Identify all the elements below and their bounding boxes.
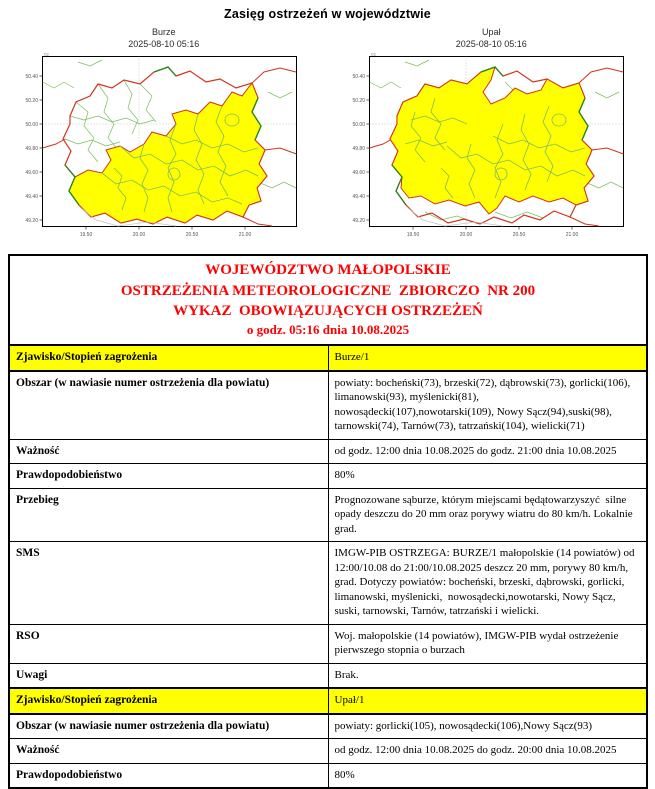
- map-figure-upal: Upał 2025-08-10 05:16 Cz: [328, 27, 655, 244]
- page-title: Zasięg ostrzeżeń w województwie: [0, 7, 655, 21]
- table-row: Prawdopodobieństwo 80%: [9, 763, 647, 788]
- row-value: od godz. 12:00 dnia 10.08.2025 do godz. …: [328, 439, 647, 464]
- table-header-row: WOJEWÓDZTWO MAŁOPOLSKIE OSTRZEŻENIA METE…: [9, 255, 647, 345]
- row-label: Zjawisko/Stopień zagrożenia: [9, 688, 328, 714]
- table-row: Obszar (w nawiasie numer ostrzeżenia dla…: [9, 371, 647, 440]
- table-row: Przebieg Prognozowane sąburze, którym mi…: [9, 488, 647, 542]
- table-row: RSO Woj. małopolskie (14 powiatów), IMGW…: [9, 624, 647, 663]
- row-value: od godz. 12:00 dnia 10.08.2025 do godz. …: [328, 739, 647, 764]
- map-burze-svg: Cz: [18, 52, 310, 244]
- svg-text:49.20: 49.20: [353, 218, 366, 224]
- table-row: Zjawisko/Stopień zagrożenia Burze/1: [9, 345, 647, 371]
- table-row: Prawdopodobieństwo 80%: [9, 464, 647, 489]
- svg-text:49.60: 49.60: [353, 170, 366, 176]
- map-caption-burze: Burze 2025-08-10 05:16: [128, 27, 199, 50]
- map-timestamp: 2025-08-10 05:16: [456, 39, 527, 51]
- map-timestamp: 2025-08-10 05:16: [128, 39, 199, 51]
- map-corner-label: Cz: [371, 52, 376, 57]
- row-label: Przebieg: [9, 488, 328, 542]
- svg-text:49.60: 49.60: [25, 170, 38, 176]
- row-value: 80%: [328, 464, 647, 489]
- svg-text:20.50: 20.50: [185, 232, 198, 238]
- table-row: Ważność od godz. 12:00 dnia 10.08.2025 d…: [9, 439, 647, 464]
- header-line-bulletin: OSTRZEŻENIA METEOROLOGICZNE ZBIORCZO NR …: [16, 281, 640, 301]
- header-line-list: WYKAZ OBOWIĄZUJĄCYCH OSTRZEŻEŃ: [16, 301, 640, 321]
- svg-text:21.00: 21.00: [566, 232, 579, 238]
- row-value: Woj. małopolskie (14 powiatów), IMGW-PIB…: [328, 624, 647, 663]
- svg-text:49.20: 49.20: [25, 218, 38, 224]
- map-corner-label: Cz: [44, 52, 49, 57]
- map-caption-upal: Upał 2025-08-10 05:16: [456, 27, 527, 50]
- svg-text:19.50: 19.50: [79, 232, 92, 238]
- row-label: Ważność: [9, 739, 328, 764]
- map-upal-svg: Cz: [345, 52, 637, 244]
- row-value: Burze/1: [328, 345, 647, 371]
- svg-text:50.20: 50.20: [353, 98, 366, 104]
- row-label: Prawdopodobieństwo: [9, 464, 328, 489]
- row-label: RSO: [9, 624, 328, 663]
- row-value: powiaty: gorlicki(105), nowosądecki(106)…: [328, 714, 647, 739]
- row-label: Uwagi: [9, 663, 328, 688]
- warnings-table: WOJEWÓDZTWO MAŁOPOLSKIE OSTRZEŻENIA METE…: [8, 254, 648, 789]
- map-title: Burze: [128, 27, 199, 39]
- table-header: WOJEWÓDZTWO MAŁOPOLSKIE OSTRZEŻENIA METE…: [9, 255, 647, 345]
- svg-text:50.00: 50.00: [25, 122, 38, 128]
- svg-text:49.40: 49.40: [25, 194, 38, 200]
- row-value: IMGW-PIB OSTRZEGA: BURZE/1 małopolskie (…: [328, 542, 647, 625]
- svg-text:20.50: 20.50: [513, 232, 526, 238]
- svg-text:49.80: 49.80: [353, 146, 366, 152]
- header-line-voivodeship: WOJEWÓDZTWO MAŁOPOLSKIE: [16, 260, 640, 280]
- table-row: Ważność od godz. 12:00 dnia 10.08.2025 d…: [9, 739, 647, 764]
- row-label: Zjawisko/Stopień zagrożenia: [9, 345, 328, 371]
- header-line-time: o godz. 05:16 dnia 10.08.2025: [16, 322, 640, 339]
- row-value: Brak.: [328, 663, 647, 688]
- row-value: powiaty: bocheński(73), brzeski(72), dąb…: [328, 371, 647, 440]
- table-row: Uwagi Brak.: [9, 663, 647, 688]
- row-label: Prawdopodobieństwo: [9, 763, 328, 788]
- svg-text:50.00: 50.00: [353, 122, 366, 128]
- svg-text:50.20: 50.20: [25, 98, 38, 104]
- table-row: Obszar (w nawiasie numer ostrzeżenia dla…: [9, 714, 647, 739]
- table-row: Zjawisko/Stopień zagrożenia Upał/1: [9, 688, 647, 714]
- row-value: Prognozowane sąburze, którym miejscami b…: [328, 488, 647, 542]
- row-label: Obszar (w nawiasie numer ostrzeżenia dla…: [9, 371, 328, 440]
- map-figure-burze: Burze 2025-08-10 05:16 Cz: [0, 27, 328, 244]
- row-label: Ważność: [9, 439, 328, 464]
- svg-text:20.00: 20.00: [460, 232, 473, 238]
- svg-text:49.80: 49.80: [25, 146, 38, 152]
- svg-text:20.00: 20.00: [132, 232, 145, 238]
- maps-row: Burze 2025-08-10 05:16 Cz: [0, 27, 655, 244]
- svg-text:19.50: 19.50: [407, 232, 420, 238]
- svg-text:50.40: 50.40: [353, 74, 366, 80]
- row-value: 80%: [328, 763, 647, 788]
- svg-text:50.40: 50.40: [25, 74, 38, 80]
- map-title: Upał: [456, 27, 527, 39]
- row-value: Upał/1: [328, 688, 647, 714]
- svg-text:21.00: 21.00: [238, 232, 251, 238]
- svg-text:49.40: 49.40: [353, 194, 366, 200]
- row-label: SMS: [9, 542, 328, 625]
- row-label: Obszar (w nawiasie numer ostrzeżenia dla…: [9, 714, 328, 739]
- table-row: SMS IMGW-PIB OSTRZEGA: BURZE/1 małopolsk…: [9, 542, 647, 625]
